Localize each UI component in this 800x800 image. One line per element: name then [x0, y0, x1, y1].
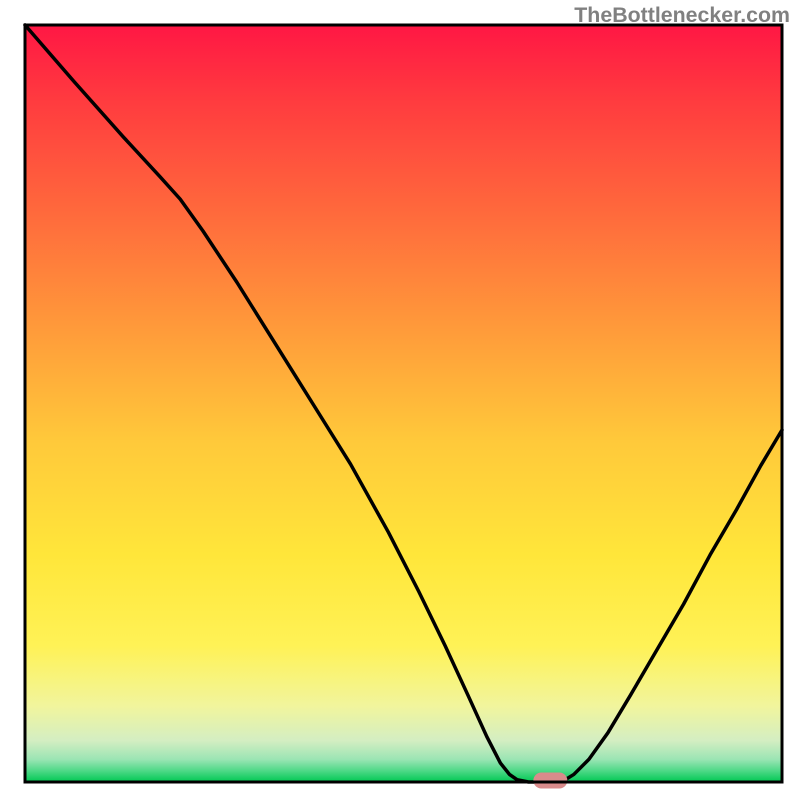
- optimal-marker: [533, 772, 567, 788]
- plot-background: [25, 25, 782, 782]
- bottleneck-chart: TheBottlenecker.com: [0, 0, 800, 800]
- chart-svg: [0, 0, 800, 800]
- watermark-text: TheBottlenecker.com: [574, 3, 790, 28]
